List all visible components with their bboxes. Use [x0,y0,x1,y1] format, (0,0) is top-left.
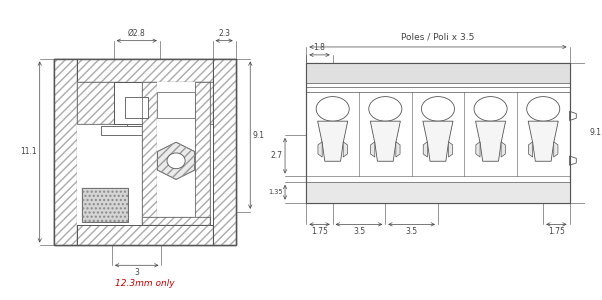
Bar [82,188,128,222]
Ellipse shape [167,153,185,169]
Polygon shape [423,121,453,161]
Polygon shape [318,121,348,161]
Bar [142,217,210,225]
Bar [213,58,235,245]
Bar [306,63,569,202]
Polygon shape [158,142,194,179]
Polygon shape [569,111,576,121]
Polygon shape [501,142,505,157]
Polygon shape [396,142,400,157]
Polygon shape [343,142,347,157]
Text: 1.75: 1.75 [311,227,328,236]
Bar [306,63,569,202]
Text: 2: 2 [170,118,175,127]
Ellipse shape [474,97,507,121]
Bar [195,82,210,225]
Bar [77,225,213,245]
Polygon shape [569,156,576,165]
Text: 9.1: 9.1 [589,128,601,137]
Text: 3.5: 3.5 [353,227,365,236]
Bar [77,82,122,124]
Bar [142,82,157,225]
Polygon shape [528,121,558,161]
Ellipse shape [421,97,455,121]
Bar [142,217,210,225]
Text: Ø2.8: Ø2.8 [128,29,146,38]
Ellipse shape [527,97,560,121]
Bar [306,182,569,202]
Bar [157,82,195,225]
Bar [306,63,569,83]
Bar [125,98,148,118]
Text: 3: 3 [134,268,139,277]
Polygon shape [476,121,506,161]
Bar [213,58,235,245]
Bar [168,82,213,124]
Bar [168,82,213,124]
Bar [127,124,147,126]
Bar [77,58,213,82]
Polygon shape [318,142,322,157]
Text: 11.1: 11.1 [20,148,37,157]
Text: 1.8: 1.8 [314,44,326,52]
Text: Poles / Poli x 3.5: Poles / Poli x 3.5 [402,33,474,42]
Text: 2.7: 2.7 [271,151,282,160]
Bar [157,92,195,118]
Polygon shape [529,142,533,157]
Bar [54,58,77,245]
Bar [54,58,235,245]
Bar [54,58,235,245]
Bar [142,82,157,225]
Ellipse shape [316,97,349,121]
Bar [77,58,213,82]
Polygon shape [370,121,400,161]
Bar [195,82,210,225]
Polygon shape [476,142,480,157]
Bar [82,188,128,222]
Text: 12.3mm only: 12.3mm only [115,279,175,288]
Polygon shape [448,142,453,157]
Bar [77,225,213,245]
Polygon shape [371,142,375,157]
Bar [77,82,213,225]
Bar [54,58,77,245]
Text: 9.1: 9.1 [253,130,265,140]
Text: 2.3: 2.3 [218,29,230,38]
Bar [114,82,160,124]
Bar [101,126,189,135]
Bar [77,82,122,124]
Text: 1.35: 1.35 [268,189,282,195]
Text: 1.75: 1.75 [548,227,565,236]
Polygon shape [554,142,558,157]
Text: 3.5: 3.5 [406,227,418,236]
Polygon shape [423,142,427,157]
Ellipse shape [369,97,402,121]
